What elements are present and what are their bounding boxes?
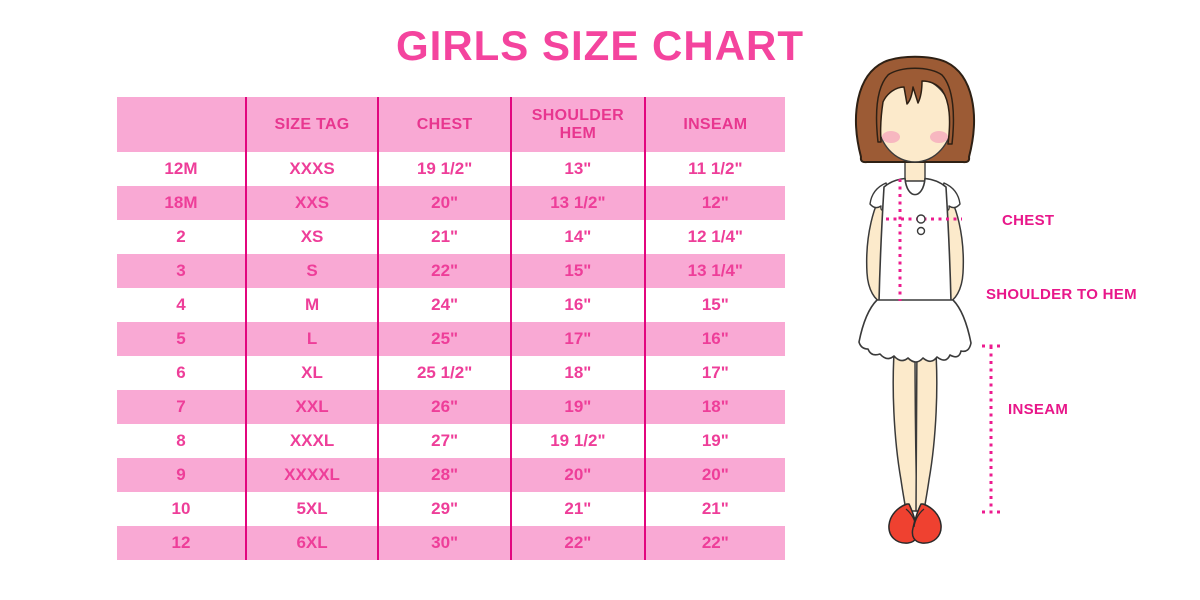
inseam-cell: 12" xyxy=(643,186,785,220)
inseam-label: INSEAM xyxy=(1008,401,1068,418)
shoulder-hem-cell: 19" xyxy=(510,390,645,424)
size-cell: 3 xyxy=(176,261,186,280)
table-row: 10 5XL 29" 21" 21" xyxy=(117,492,785,526)
top-button xyxy=(916,214,926,224)
inseam-cell: 17" xyxy=(643,356,785,390)
inseam-cell: 19" xyxy=(643,424,785,458)
tag-cell: XL xyxy=(244,356,379,390)
tag-cell: XXXL xyxy=(244,424,379,458)
shoulder-hem-cell: 17" xyxy=(510,322,645,356)
tag-cell: XXXS xyxy=(244,152,379,186)
size-cell: 12 xyxy=(171,533,191,552)
shoulder-hem-header: SHOULDER HEM xyxy=(510,97,645,152)
chest-cell: 30" xyxy=(377,526,512,560)
chest-cell: 22" xyxy=(377,254,512,288)
shoulder-to-hem-label: SHOULDER TO HEM xyxy=(986,286,1137,303)
table-row: 7 XXL 26" 19" 18" xyxy=(117,390,785,424)
inseam-cell: 18" xyxy=(643,390,785,424)
chest-header: CHEST xyxy=(377,97,512,152)
tag-cell: 5XL xyxy=(244,492,379,526)
table-row: 12 6XL 30" 22" 22" xyxy=(117,526,785,560)
chest-cell: 29" xyxy=(377,492,512,526)
shoulder-hem-cell: 15" xyxy=(510,254,645,288)
shoulder-hem-cell: 13 1/2" xyxy=(510,186,645,220)
table-row: 8 XXXL 27" 19 1/2" 19" xyxy=(117,424,785,458)
right-shoe-strap xyxy=(913,508,925,528)
girls-size-table: SIZE TAG CHEST SHOULDER HEM INSEAM 12M X… xyxy=(117,97,785,560)
skirt xyxy=(858,299,972,363)
header-row: SIZE TAG CHEST SHOULDER HEM INSEAM xyxy=(117,97,785,152)
inseam-cell: 20" xyxy=(643,458,785,492)
shoulder-hem-cell: 20" xyxy=(510,458,645,492)
chest-cell: 19 1/2" xyxy=(377,152,512,186)
chest-cell: 20" xyxy=(377,186,512,220)
tag-cell: 6XL xyxy=(244,526,379,560)
tag-cell: XS xyxy=(244,220,379,254)
size-cell: 12M xyxy=(164,159,198,178)
table-row: 4 M 24" 16" 15" xyxy=(117,288,785,322)
girl-illustration: CHEST SHOULDER TO HEM INSEAM xyxy=(855,55,1137,544)
tag-cell: M xyxy=(244,288,379,322)
size-cell: 6 xyxy=(176,363,186,382)
inseam-cell: 12 1/4" xyxy=(643,220,785,254)
inseam-cell: 21" xyxy=(643,492,785,526)
size-tag-header: SIZE TAG xyxy=(244,97,379,152)
left-leg xyxy=(892,339,918,512)
inseam-cell: 11 1/2" xyxy=(643,152,785,186)
shoulder-hem-cell: 21" xyxy=(510,492,645,526)
chest-cell: 21" xyxy=(377,220,512,254)
size-cell: 4 xyxy=(176,295,186,314)
tag-cell: XXXXL xyxy=(244,458,379,492)
inseam-header: INSEAM xyxy=(643,97,785,152)
size-cell: 9 xyxy=(176,465,186,484)
table-row: 6 XL 25 1/2" 18" 17" xyxy=(117,356,785,390)
right-leg xyxy=(915,339,938,512)
table-row: 18M XXS 20" 13 1/2" 12" xyxy=(117,186,785,220)
table-row: 2 XS 21" 14" 12 1/4" xyxy=(117,220,785,254)
bottom-button xyxy=(916,226,926,236)
inseam-cell: 15" xyxy=(643,288,785,322)
size-header xyxy=(117,97,246,152)
top-garment xyxy=(878,177,952,303)
tag-cell: XXS xyxy=(244,186,379,220)
hair-bangs xyxy=(875,67,955,145)
tag-cell: XXL xyxy=(244,390,379,424)
inseam-cell: 16" xyxy=(643,322,785,356)
tag-cell: S xyxy=(244,254,379,288)
size-cell: 8 xyxy=(176,431,186,450)
chest-cell: 26" xyxy=(377,390,512,424)
page-title: GIRLS SIZE CHART xyxy=(395,22,804,69)
size-cell: 10 xyxy=(171,499,191,518)
chest-label: CHEST xyxy=(1002,212,1054,229)
inseam-cell: 22" xyxy=(643,526,785,560)
right-cheek xyxy=(930,131,948,143)
size-cell: 2 xyxy=(176,227,186,246)
chest-cell: 24" xyxy=(377,288,512,322)
size-cell: 5 xyxy=(176,329,186,348)
tag-cell: L xyxy=(244,322,379,356)
chest-cell: 25 1/2" xyxy=(377,356,512,390)
left-cheek xyxy=(882,131,900,143)
shoulder-hem-cell: 13" xyxy=(510,152,645,186)
shoulder-hem-cell: 14" xyxy=(510,220,645,254)
inseam-cell: 13 1/4" xyxy=(643,254,785,288)
shoulder-hem-cell: 22" xyxy=(510,526,645,560)
table-row: 3 S 22" 15" 13 1/4" xyxy=(117,254,785,288)
shoulder-hem-cell: 16" xyxy=(510,288,645,322)
table-row: 9 XXXXL 28" 20" 20" xyxy=(117,458,785,492)
shoulder-hem-cell: 18" xyxy=(510,356,645,390)
table-row: 12M XXXS 19 1/2" 13" 11 1/2" xyxy=(117,152,785,186)
size-cell: 7 xyxy=(176,397,186,416)
shoulder-hem-cell: 19 1/2" xyxy=(510,424,645,458)
chest-cell: 27" xyxy=(377,424,512,458)
chest-cell: 28" xyxy=(377,458,512,492)
chest-cell: 25" xyxy=(377,322,512,356)
table-row: 5 L 25" 17" 16" xyxy=(117,322,785,356)
size-cell: 18M xyxy=(164,193,198,212)
